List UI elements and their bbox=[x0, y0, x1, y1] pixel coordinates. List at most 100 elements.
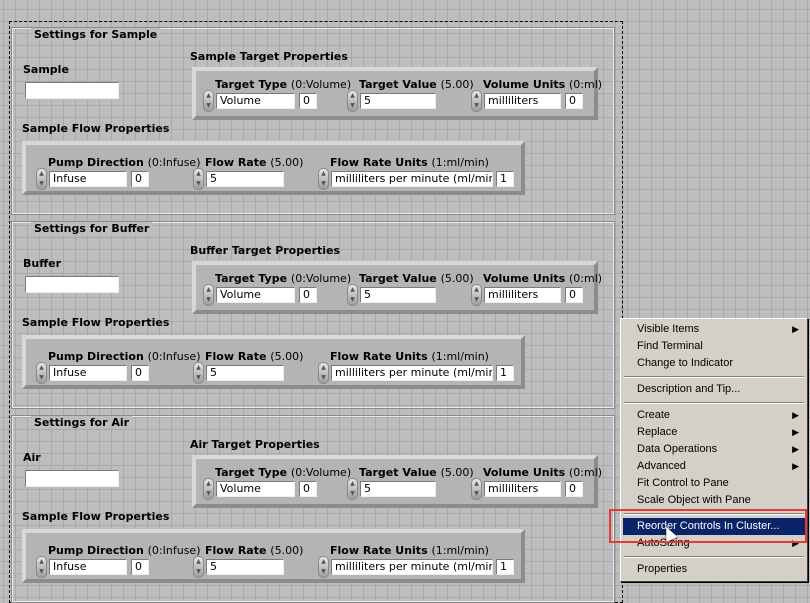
volume-units-label: Volume Units (0:ml) bbox=[483, 78, 603, 91]
menu-item-reorder-controls-in-cluster[interactable]: Reorder Controls In Cluster... bbox=[623, 518, 805, 535]
flow-rate-units-field[interactable]: milliliters per minute (ml/min) bbox=[331, 559, 493, 575]
flow-rate-units-field[interactable]: milliliters per minute (ml/min) bbox=[331, 365, 493, 381]
submenu-arrow-icon: ▶ bbox=[792, 427, 799, 437]
menu-item-fit-control-to-pane[interactable]: Fit Control to Pane bbox=[623, 475, 805, 492]
menu-item-label: Properties bbox=[637, 563, 688, 575]
volume-units-index: 0 bbox=[565, 93, 583, 109]
pump-direction-index: 0 bbox=[131, 559, 149, 575]
menu-item-change-to-indicator[interactable]: Change to Indicator bbox=[623, 355, 805, 372]
submenu-arrow-icon: ▶ bbox=[792, 410, 799, 420]
cluster-title: Settings for Buffer bbox=[31, 222, 153, 235]
menu-item-label: Description and Tip... bbox=[637, 383, 741, 395]
menu-item-replace[interactable]: Replace ▶ bbox=[623, 424, 805, 441]
increment-decrement-arrows-icon[interactable]: ▲ ▼ bbox=[36, 168, 47, 190]
increment-decrement-arrows-icon[interactable]: ▲ ▼ bbox=[471, 284, 482, 306]
target-value-field[interactable]: 5 bbox=[360, 93, 436, 109]
submenu-arrow-icon: ▶ bbox=[792, 538, 799, 548]
menu-item-scale-object-with-pane[interactable]: Scale Object with Pane bbox=[623, 492, 805, 509]
increment-decrement-arrows-icon[interactable]: ▲ ▼ bbox=[318, 362, 329, 384]
increment-decrement-arrows-icon[interactable]: ▲ ▼ bbox=[347, 90, 358, 112]
menu-item-data-operations[interactable]: Data Operations ▶ bbox=[623, 441, 805, 458]
flow-properties-title: Sample Flow Properties bbox=[22, 316, 170, 329]
increment-decrement-arrows-icon[interactable]: ▲ ▼ bbox=[203, 478, 214, 500]
pump-direction-field[interactable]: Infuse bbox=[49, 559, 127, 575]
name-input[interactable] bbox=[25, 82, 119, 99]
name-label: Air bbox=[23, 451, 41, 464]
pump-direction-label: Pump Direction (0:Infuse) bbox=[48, 544, 201, 557]
target-type-index: 0 bbox=[299, 287, 317, 303]
volume-units-field[interactable]: milliliters bbox=[484, 481, 561, 497]
target-value-field[interactable]: 5 bbox=[360, 287, 436, 303]
menu-separator bbox=[624, 402, 804, 404]
menu-item-label: Scale Object with Pane bbox=[637, 494, 751, 506]
menu-separator bbox=[624, 376, 804, 378]
increment-decrement-arrows-icon[interactable]: ▲ ▼ bbox=[471, 90, 482, 112]
menu-item-label: Advanced bbox=[637, 460, 686, 472]
menu-item-label: Visible Items bbox=[637, 323, 700, 335]
flow-rate-units-index: 1 bbox=[496, 559, 514, 575]
flow-properties-title: Sample Flow Properties bbox=[22, 122, 170, 135]
flow-rate-label: Flow Rate (5.00) bbox=[205, 156, 304, 169]
target-value-field[interactable]: 5 bbox=[360, 481, 436, 497]
menu-item-autosizing[interactable]: AutoSizing ▶ bbox=[623, 535, 805, 552]
menu-item-label: Reorder Controls In Cluster... bbox=[637, 520, 780, 532]
menu-item-label: AutoSizing bbox=[637, 537, 690, 549]
name-input[interactable] bbox=[25, 470, 119, 487]
menu-item-description-and-tip[interactable]: Description and Tip... bbox=[623, 381, 805, 398]
volume-units-index: 0 bbox=[565, 481, 583, 497]
volume-units-field[interactable]: milliliters bbox=[484, 287, 561, 303]
target-properties-title: Buffer Target Properties bbox=[190, 244, 341, 257]
volume-units-field[interactable]: milliliters bbox=[484, 93, 561, 109]
volume-units-index: 0 bbox=[565, 287, 583, 303]
submenu-arrow-icon: ▶ bbox=[792, 444, 799, 454]
menu-separator bbox=[624, 556, 804, 558]
menu-item-find-terminal[interactable]: Find Terminal bbox=[623, 338, 805, 355]
increment-decrement-arrows-icon[interactable]: ▲ ▼ bbox=[203, 90, 214, 112]
settings-cluster[interactable]: Settings for Buffer Buffer Buffer Target P… bbox=[11, 221, 615, 409]
increment-decrement-arrows-icon[interactable]: ▲ ▼ bbox=[193, 362, 204, 384]
target-type-field[interactable]: Volume bbox=[216, 93, 295, 109]
settings-cluster[interactable]: Settings for Air Air Air Target Properties… bbox=[11, 415, 615, 603]
name-input[interactable] bbox=[25, 276, 119, 293]
flow-rate-units-index: 1 bbox=[496, 365, 514, 381]
flow-rate-units-index: 1 bbox=[496, 171, 514, 187]
increment-decrement-arrows-icon[interactable]: ▲ ▼ bbox=[347, 284, 358, 306]
menu-item-label: Data Operations bbox=[637, 443, 718, 455]
flow-rate-field[interactable]: 5 bbox=[206, 171, 284, 187]
increment-decrement-arrows-icon[interactable]: ▲ ▼ bbox=[318, 556, 329, 578]
submenu-arrow-icon: ▶ bbox=[792, 324, 799, 334]
menu-item-properties[interactable]: Properties bbox=[623, 561, 805, 578]
volume-units-label: Volume Units (0:ml) bbox=[483, 466, 603, 479]
name-label: Sample bbox=[23, 63, 69, 76]
increment-decrement-arrows-icon[interactable]: ▲ ▼ bbox=[347, 478, 358, 500]
menu-item-visible-items[interactable]: Visible Items ▶ bbox=[623, 321, 805, 338]
flow-rate-field[interactable]: 5 bbox=[206, 365, 284, 381]
pump-direction-field[interactable]: Infuse bbox=[49, 365, 127, 381]
submenu-arrow-icon: ▶ bbox=[792, 461, 799, 471]
increment-decrement-arrows-icon[interactable]: ▲ ▼ bbox=[193, 556, 204, 578]
flow-properties-title: Sample Flow Properties bbox=[22, 510, 170, 523]
flow-rate-label: Flow Rate (5.00) bbox=[205, 350, 304, 363]
settings-cluster[interactable]: Settings for Sample Sample Sample Target P… bbox=[11, 27, 615, 215]
increment-decrement-arrows-icon[interactable]: ▲ ▼ bbox=[318, 168, 329, 190]
flow-rate-field[interactable]: 5 bbox=[206, 559, 284, 575]
volume-units-label: Volume Units (0:ml) bbox=[483, 272, 603, 285]
increment-decrement-arrows-icon[interactable]: ▲ ▼ bbox=[36, 362, 47, 384]
menu-item-advanced[interactable]: Advanced ▶ bbox=[623, 458, 805, 475]
increment-decrement-arrows-icon[interactable]: ▲ ▼ bbox=[203, 284, 214, 306]
target-type-index: 0 bbox=[299, 93, 317, 109]
flow-rate-units-field[interactable]: milliliters per minute (ml/min) bbox=[331, 171, 493, 187]
target-type-field[interactable]: Volume bbox=[216, 287, 295, 303]
pump-direction-field[interactable]: Infuse bbox=[49, 171, 127, 187]
target-type-field[interactable]: Volume bbox=[216, 481, 295, 497]
target-value-label: Target Value (5.00) bbox=[359, 78, 474, 91]
flow-rate-units-label: Flow Rate Units (1:ml/min) bbox=[330, 350, 489, 363]
menu-item-label: Replace bbox=[637, 426, 678, 438]
increment-decrement-arrows-icon[interactable]: ▲ ▼ bbox=[36, 556, 47, 578]
flow-rate-units-label: Flow Rate Units (1:ml/min) bbox=[330, 156, 489, 169]
increment-decrement-arrows-icon[interactable]: ▲ ▼ bbox=[193, 168, 204, 190]
target-properties-title: Air Target Properties bbox=[190, 438, 320, 451]
increment-decrement-arrows-icon[interactable]: ▲ ▼ bbox=[471, 478, 482, 500]
menu-item-create[interactable]: Create ▶ bbox=[623, 407, 805, 424]
target-type-index: 0 bbox=[299, 481, 317, 497]
